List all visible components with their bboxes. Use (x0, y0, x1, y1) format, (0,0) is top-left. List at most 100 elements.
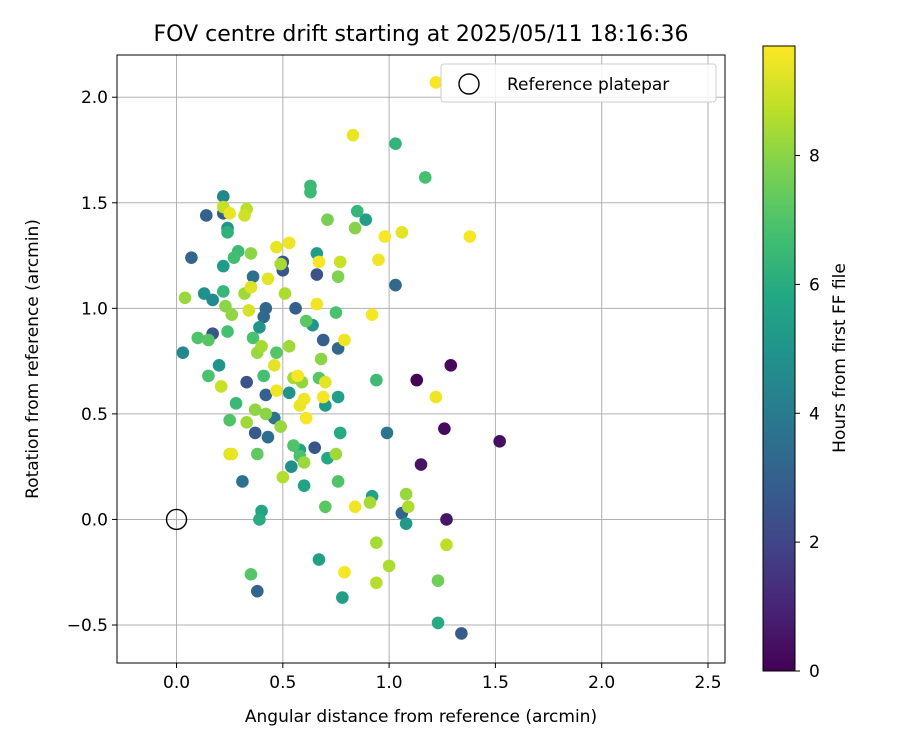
data-point (329, 447, 343, 461)
data-point (429, 390, 443, 404)
data-point (270, 240, 283, 254)
data-point (244, 247, 258, 260)
data-point (223, 207, 236, 220)
data-point (312, 553, 326, 566)
data-point (206, 293, 219, 307)
data-point (350, 204, 364, 218)
data-point (214, 380, 228, 393)
data-point (282, 236, 296, 250)
data-point (440, 513, 453, 526)
y-tick-label: −0.5 (67, 616, 108, 636)
data-point (316, 390, 330, 404)
data-point (440, 538, 453, 552)
x-axis-label: Angular distance from reference (arcmin) (245, 707, 597, 727)
data-point (227, 251, 241, 264)
data-point (395, 226, 409, 239)
grid-lines (117, 55, 725, 663)
x-tick-label: 2.0 (588, 673, 615, 693)
data-point (216, 285, 230, 298)
data-point (308, 441, 322, 454)
data-point (312, 255, 326, 269)
x-tick-label: 0.0 (163, 673, 190, 693)
data-point (380, 426, 394, 440)
data-point (310, 297, 324, 311)
data-point (274, 257, 287, 271)
data-point (282, 386, 296, 400)
data-point (299, 314, 313, 328)
data-point (191, 331, 205, 345)
colorbar: 0 2 4 6 8 Hours from first FF file (762, 45, 850, 682)
data-point (463, 230, 477, 243)
y-tick-label: 1.0 (81, 299, 108, 319)
data-point (297, 392, 311, 406)
data-point (261, 272, 275, 286)
data-point (401, 500, 415, 514)
legend-label: Reference platepar (507, 75, 669, 95)
colorbar-tick-label: 2 (809, 533, 820, 553)
y-axis-label: Rotation from reference (arcmin) (23, 219, 43, 499)
data-point (331, 270, 345, 283)
data-point (331, 390, 345, 404)
data-point (253, 321, 266, 334)
data-point (282, 340, 296, 353)
data-point (348, 221, 362, 235)
data-point (270, 346, 283, 359)
data-point (202, 369, 215, 383)
data-point (382, 559, 396, 573)
data-point (285, 460, 298, 473)
data-point (370, 576, 383, 590)
data-point (255, 340, 268, 353)
data-point (372, 253, 385, 267)
data-point (333, 255, 347, 269)
data-point (299, 411, 313, 425)
colorbar-ticks: 0 2 4 6 8 (795, 147, 820, 682)
colorbar-tick-label: 8 (809, 147, 820, 167)
data-point (257, 369, 270, 383)
data-point (338, 333, 351, 347)
y-tick-label: 2.0 (81, 88, 108, 108)
data-point (248, 403, 262, 416)
data-point (202, 333, 215, 347)
data-point (240, 416, 253, 429)
data-point (291, 369, 304, 383)
x-tick-label: 1.0 (376, 673, 403, 693)
y-axis-ticks: −0.5 0.0 0.5 1.0 1.5 2.0 (67, 88, 117, 636)
data-point (236, 475, 249, 488)
data-point (251, 584, 264, 598)
data-point (274, 420, 287, 433)
data-point (418, 171, 432, 184)
y-tick-label: 0.5 (81, 405, 108, 425)
data-point (438, 422, 451, 435)
data-point (455, 627, 468, 640)
data-point (259, 407, 273, 421)
x-axis-ticks: 0.0 0.5 1.0 1.5 2.0 2.5 (163, 663, 722, 693)
data-point (178, 291, 192, 305)
data-point (259, 388, 273, 402)
colorbar-label: Hours from first FF file (830, 263, 850, 453)
data-point (268, 359, 281, 372)
data-point (221, 325, 234, 338)
data-point (389, 137, 402, 150)
data-point (378, 230, 392, 243)
data-point (216, 259, 230, 273)
chart-title: FOV centre drift starting at 2025/05/11 … (154, 22, 689, 47)
data-point (289, 302, 302, 315)
plot-area (117, 55, 725, 663)
plot-frame (116, 54, 726, 664)
data-point (238, 209, 251, 222)
data-point (246, 270, 260, 283)
data-point (359, 213, 373, 226)
data-point (338, 565, 351, 579)
legend: Reference platepar (440, 63, 717, 103)
data-point (336, 591, 349, 604)
x-tick-label: 1.5 (482, 673, 509, 693)
data-point (223, 413, 236, 427)
data-point (370, 536, 383, 549)
data-point (410, 373, 424, 387)
colorbar-tick-label: 4 (809, 404, 820, 424)
data-point (329, 306, 343, 319)
data-point (493, 435, 506, 448)
data-point (310, 268, 324, 281)
data-point (287, 439, 300, 452)
